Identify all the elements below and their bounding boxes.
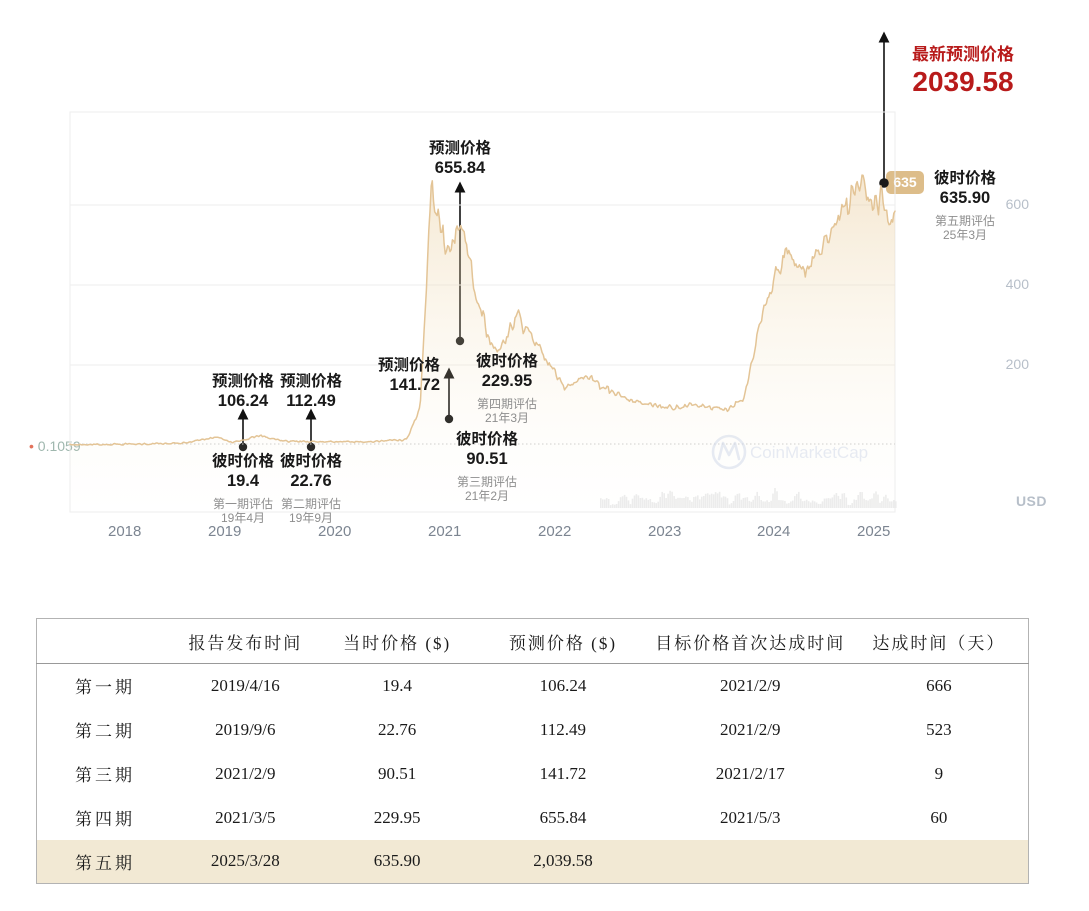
svg-text:635: 635	[893, 174, 917, 190]
